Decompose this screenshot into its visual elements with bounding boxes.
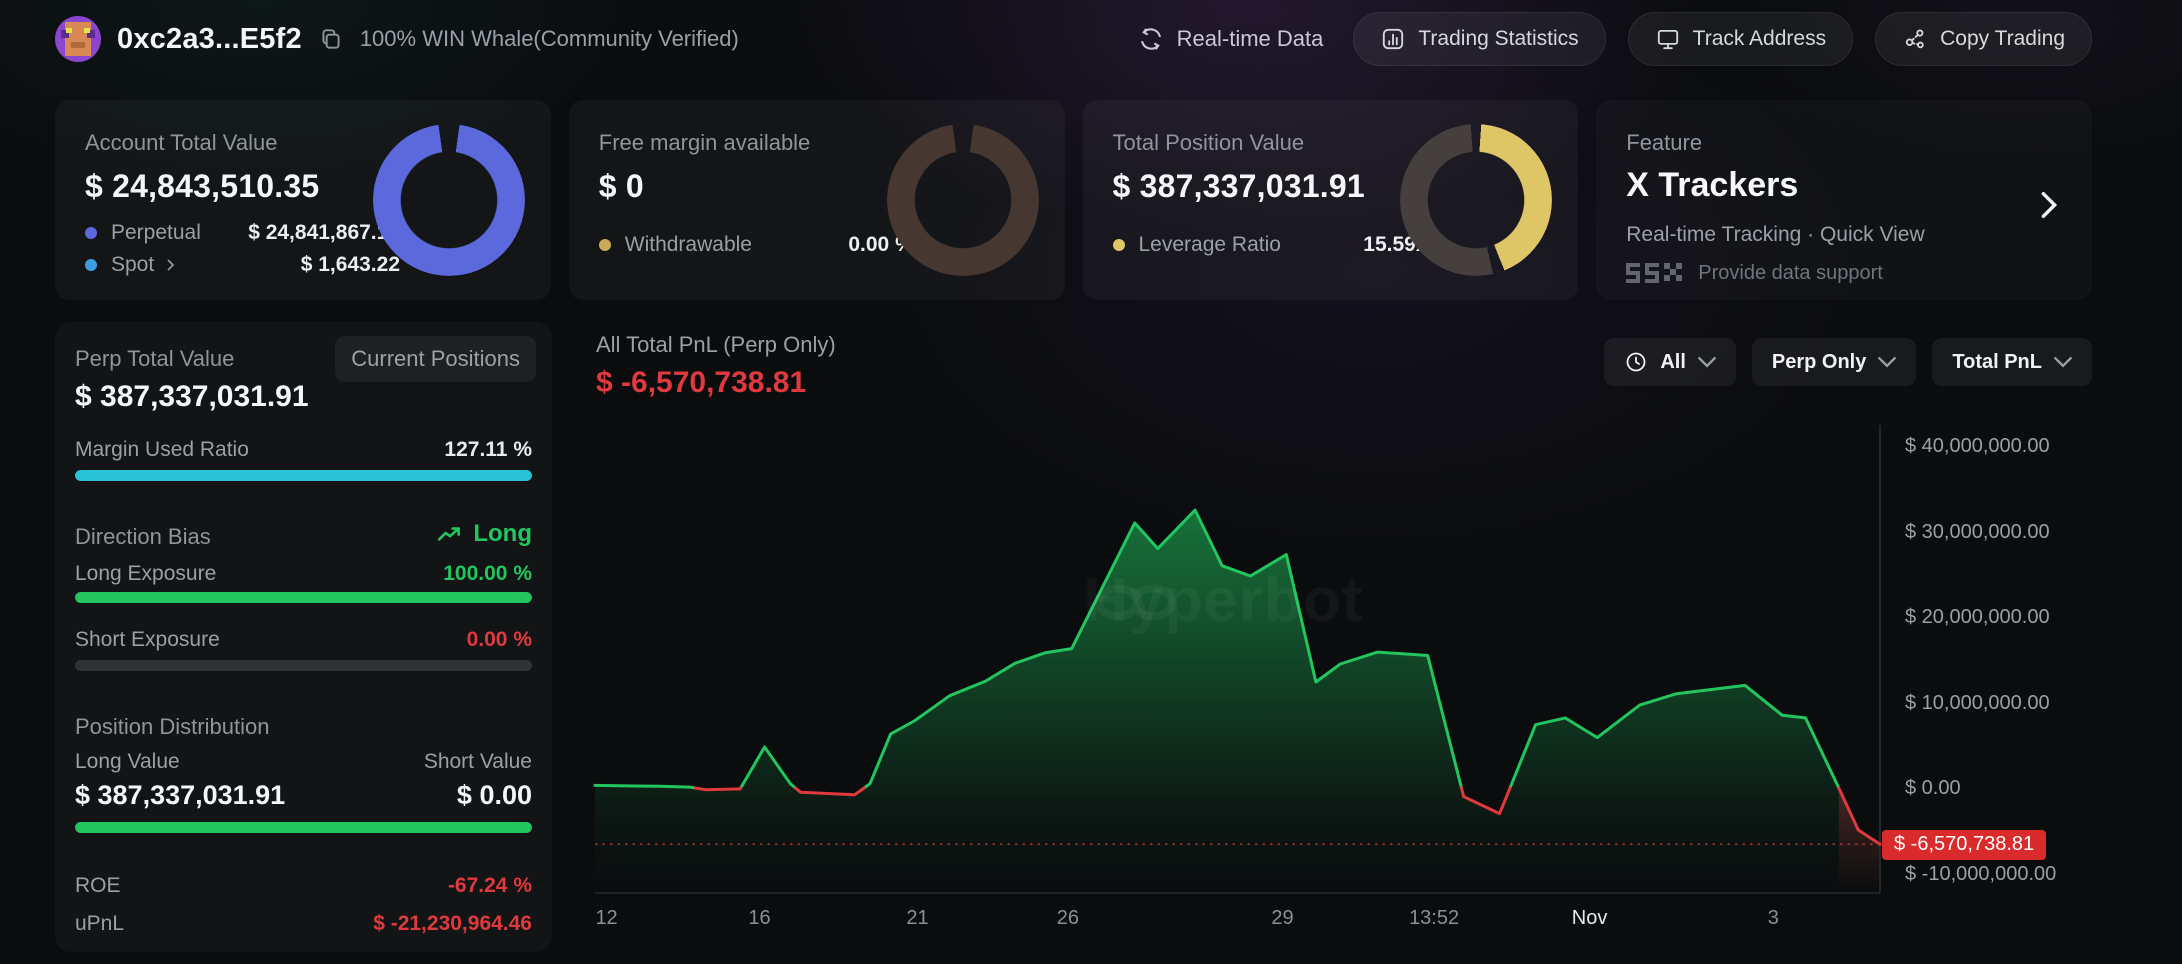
long-exposure-value: 100.00 % — [443, 562, 532, 585]
account-total-value: $ 24,843,510.35 — [85, 168, 320, 204]
chart-current-pnl: $ -6,570,738.81 — [596, 366, 807, 399]
network-icon — [1905, 29, 1924, 49]
position-distribution-label: Position Distribution — [75, 714, 270, 739]
track-address-button[interactable]: Track Address — [1627, 12, 1854, 66]
time-range-dropdown[interactable]: All — [1604, 338, 1736, 386]
spot-value: $ 1,643.22 — [300, 253, 400, 276]
scope-dropdown[interactable]: Perp Only — [1751, 338, 1917, 386]
y-axis-tick: $ -10,000,000.00 — [1905, 862, 2057, 885]
perpetual-dot — [85, 227, 97, 239]
pnl-chart-panel: All Total PnL (Perp Only) $ -6,570,738.8… — [578, 322, 2092, 952]
trend-up-icon — [438, 527, 461, 541]
account-donut-chart — [372, 124, 525, 276]
leverage-row: Leverage Ratio 15.59x — [1112, 233, 1428, 257]
total-position-card: Total Position Value $ 387,337,031.91 Le… — [1082, 100, 1579, 300]
upnl-label: uPnL — [75, 912, 125, 935]
x-axis-tick: Nov — [1571, 907, 1608, 929]
long-value: $ 387,337,031.91 — [75, 780, 286, 810]
short-value: $ 0.00 — [456, 780, 532, 810]
long-value-label: Long Value — [75, 750, 180, 773]
support-text: Provide data support — [1698, 261, 1883, 284]
wallet-address: 0xc2a3...E5f2 — [117, 22, 302, 55]
long-exposure-bar — [75, 592, 532, 603]
y-axis-tick: $ 0.00 — [1905, 777, 1961, 799]
bbx-logo-icon — [1626, 263, 1683, 283]
y-axis-tick: $ 20,000,000.00 — [1905, 606, 2050, 628]
card-label: Free margin available — [598, 130, 811, 155]
y-axis-tick: $ 40,000,000.00 — [1905, 435, 2050, 457]
x-axis-tick: 29 — [1271, 907, 1294, 929]
x-axis-tick: 3 — [1767, 907, 1779, 929]
perpetual-row: Perpetual $ 24,841,867.13 — [85, 221, 400, 245]
current-pnl-badge: $ -6,570,738.81 — [1882, 830, 2047, 861]
x-axis-tick: 26 — [1056, 907, 1079, 929]
account-total-value-card: Account Total Value $ 24,843,510.35 Perp… — [55, 100, 551, 300]
roe-label: ROE — [75, 874, 121, 897]
margin-used-bar — [75, 470, 532, 481]
y-axis-tick: $ 30,000,000.00 — [1905, 520, 2050, 543]
clock-icon — [1626, 352, 1646, 372]
withdrawable-dot — [598, 239, 611, 251]
short-exposure-label: Short Exposure — [75, 628, 220, 651]
feature-card[interactable]: Feature X Trackers Real-time Tracking · … — [1596, 100, 2092, 300]
chevron-right-icon — [167, 259, 175, 271]
long-exposure-label: Long Exposure — [75, 562, 217, 585]
refresh-icon — [1140, 28, 1161, 50]
current-positions-button[interactable]: Current Positions — [335, 336, 536, 382]
position-distribution-bar — [75, 822, 532, 833]
short-value-label: Short Value — [423, 750, 532, 773]
margin-used-value: 127.11 % — [444, 438, 532, 461]
direction-bias-value: Long — [437, 520, 532, 548]
withdrawable-row: Withdrawable 0.00 % — [598, 233, 914, 257]
leverage-dot — [1112, 239, 1125, 251]
panel-title: Perp Total Value — [75, 346, 235, 371]
chevron-down-icon — [2054, 356, 2072, 368]
chart-title: All Total PnL (Perp Only) — [596, 332, 836, 357]
monitor-icon — [1657, 29, 1678, 50]
roe-value: -67.24 % — [447, 874, 532, 897]
card-label: Feature — [1626, 130, 1703, 155]
x-axis-tick: 21 — [906, 907, 929, 929]
x-axis-tick: 13:52 — [1409, 907, 1460, 929]
card-label: Account Total Value — [85, 130, 278, 155]
feature-subtitle: Real-time Tracking · Quick View — [1626, 223, 1925, 246]
x-axis-tick: 16 — [748, 907, 771, 929]
perp-total-value: $ 387,337,031.91 — [75, 380, 309, 413]
leverage-donut-chart — [1400, 124, 1553, 276]
chevron-down-icon — [1698, 356, 1716, 368]
chevron-down-icon — [1878, 356, 1897, 368]
spot-row[interactable]: Spot $ 1,643.22 — [85, 253, 400, 277]
total-position-value: $ 387,337,031.91 — [1112, 168, 1365, 204]
feature-chevron-right-icon[interactable] — [2036, 188, 2062, 227]
feature-title: X Trackers — [1626, 166, 1799, 204]
perpetual-value: $ 24,841,867.13 — [248, 221, 400, 244]
stat-cards-row: Account Total Value $ 24,843,510.35 Perp… — [55, 100, 2092, 300]
top-bar: 0xc2a3...E5f2 100% WIN Whale(Community V… — [0, 0, 2182, 78]
free-margin-donut-chart — [886, 124, 1039, 276]
spot-dot — [85, 259, 97, 271]
free-margin-value: $ 0 — [598, 168, 644, 204]
margin-used-label: Margin Used Ratio — [75, 438, 249, 461]
y-axis-tick: $ 10,000,000.00 — [1905, 691, 2050, 714]
card-label: Total Position Value — [1112, 130, 1305, 155]
bar-chart-icon — [1383, 28, 1404, 50]
x-axis-tick: 12 — [595, 907, 618, 929]
avatar — [55, 16, 101, 62]
copy-trading-button[interactable]: Copy Trading — [1875, 12, 2092, 66]
realtime-data-indicator[interactable]: Real-time Data — [1137, 25, 1323, 53]
whale-badge: 100% WIN Whale(Community Verified) — [359, 26, 739, 51]
metric-dropdown[interactable]: Total PnL — [1932, 338, 2092, 386]
short-exposure-value: 0.00 % — [466, 628, 532, 651]
free-margin-card: Free margin available $ 0 Withdrawable 0… — [568, 100, 1065, 300]
direction-bias-label: Direction Bias — [75, 524, 211, 549]
perp-summary-panel: Perp Total Value Current Positions $ 387… — [55, 322, 552, 952]
pnl-area-chart[interactable]: Hyperbot — [593, 425, 1882, 894]
upnl-value: $ -21,230,964.46 — [373, 912, 532, 935]
copy-address-icon[interactable] — [318, 26, 344, 52]
short-exposure-bar — [75, 660, 532, 671]
trading-statistics-button[interactable]: Trading Statistics — [1353, 12, 1606, 66]
